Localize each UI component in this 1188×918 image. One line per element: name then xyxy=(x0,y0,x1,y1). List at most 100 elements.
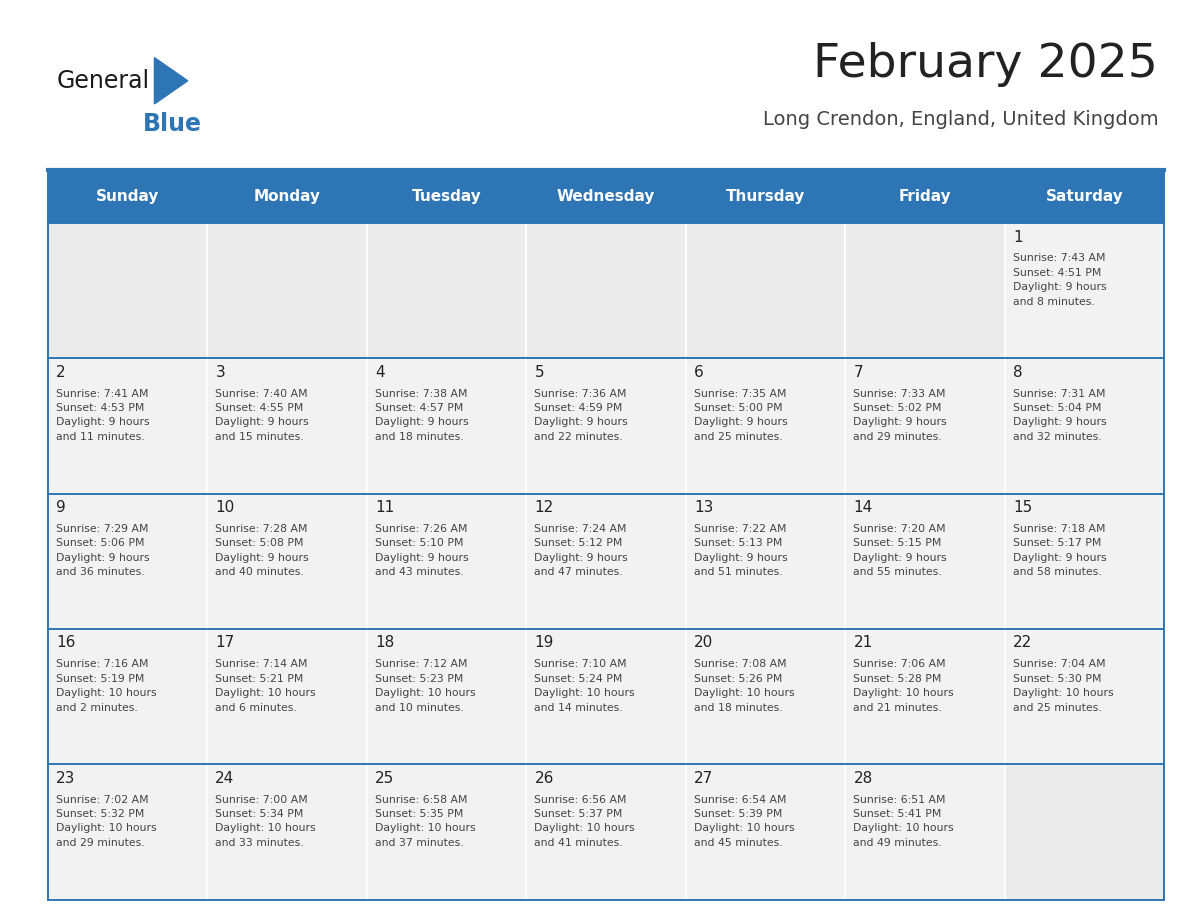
Bar xyxy=(685,765,845,900)
Text: 17: 17 xyxy=(215,635,234,651)
Text: General: General xyxy=(57,69,150,93)
Text: Sunrise: 7:26 AM
Sunset: 5:10 PM
Daylight: 9 hours
and 43 minutes.: Sunrise: 7:26 AM Sunset: 5:10 PM Dayligh… xyxy=(375,524,468,577)
Text: Friday: Friday xyxy=(898,189,952,204)
Text: Sunrise: 7:36 AM
Sunset: 4:59 PM
Daylight: 9 hours
and 22 minutes.: Sunrise: 7:36 AM Sunset: 4:59 PM Dayligh… xyxy=(535,388,628,442)
Text: 19: 19 xyxy=(535,635,554,651)
Text: 12: 12 xyxy=(535,500,554,515)
Text: 10: 10 xyxy=(215,500,234,515)
Text: Sunrise: 7:29 AM
Sunset: 5:06 PM
Daylight: 9 hours
and 36 minutes.: Sunrise: 7:29 AM Sunset: 5:06 PM Dayligh… xyxy=(56,524,150,577)
Text: 4: 4 xyxy=(375,364,385,380)
Text: Sunrise: 7:33 AM
Sunset: 5:02 PM
Daylight: 9 hours
and 29 minutes.: Sunrise: 7:33 AM Sunset: 5:02 PM Dayligh… xyxy=(853,388,947,442)
Bar xyxy=(1005,765,1164,900)
Text: Sunrise: 7:16 AM
Sunset: 5:19 PM
Daylight: 10 hours
and 2 minutes.: Sunrise: 7:16 AM Sunset: 5:19 PM Dayligh… xyxy=(56,659,157,712)
Bar xyxy=(367,494,526,629)
Bar xyxy=(207,494,367,629)
Bar xyxy=(1005,170,1164,223)
Text: Sunrise: 7:20 AM
Sunset: 5:15 PM
Daylight: 9 hours
and 55 minutes.: Sunrise: 7:20 AM Sunset: 5:15 PM Dayligh… xyxy=(853,524,947,577)
Text: 24: 24 xyxy=(215,771,234,786)
Bar xyxy=(1005,223,1164,358)
Text: 23: 23 xyxy=(56,771,75,786)
Bar xyxy=(207,170,367,223)
Bar xyxy=(48,494,207,629)
Bar xyxy=(1005,494,1164,629)
Text: Sunrise: 7:06 AM
Sunset: 5:28 PM
Daylight: 10 hours
and 21 minutes.: Sunrise: 7:06 AM Sunset: 5:28 PM Dayligh… xyxy=(853,659,954,712)
Text: 26: 26 xyxy=(535,771,554,786)
Bar xyxy=(207,629,367,765)
Text: Sunrise: 7:24 AM
Sunset: 5:12 PM
Daylight: 9 hours
and 47 minutes.: Sunrise: 7:24 AM Sunset: 5:12 PM Dayligh… xyxy=(535,524,628,577)
Bar xyxy=(526,223,685,358)
Bar xyxy=(526,629,685,765)
Bar xyxy=(48,629,207,765)
Text: Sunrise: 7:10 AM
Sunset: 5:24 PM
Daylight: 10 hours
and 14 minutes.: Sunrise: 7:10 AM Sunset: 5:24 PM Dayligh… xyxy=(535,659,636,712)
Bar xyxy=(48,170,207,223)
Text: 22: 22 xyxy=(1013,635,1032,651)
Text: Sunrise: 7:08 AM
Sunset: 5:26 PM
Daylight: 10 hours
and 18 minutes.: Sunrise: 7:08 AM Sunset: 5:26 PM Dayligh… xyxy=(694,659,795,712)
Bar xyxy=(845,629,1005,765)
Bar xyxy=(48,765,207,900)
Text: Sunrise: 7:18 AM
Sunset: 5:17 PM
Daylight: 9 hours
and 58 minutes.: Sunrise: 7:18 AM Sunset: 5:17 PM Dayligh… xyxy=(1013,524,1107,577)
Text: 28: 28 xyxy=(853,771,873,786)
Bar xyxy=(526,170,685,223)
Text: Sunrise: 7:43 AM
Sunset: 4:51 PM
Daylight: 9 hours
and 8 minutes.: Sunrise: 7:43 AM Sunset: 4:51 PM Dayligh… xyxy=(1013,253,1107,307)
Bar xyxy=(367,170,526,223)
Bar xyxy=(367,358,526,494)
Text: 3: 3 xyxy=(215,364,225,380)
Text: Saturday: Saturday xyxy=(1045,189,1124,204)
Bar xyxy=(207,223,367,358)
Text: 18: 18 xyxy=(375,635,394,651)
Bar xyxy=(685,629,845,765)
Bar xyxy=(845,765,1005,900)
Bar xyxy=(207,765,367,900)
Bar xyxy=(526,494,685,629)
Text: Sunrise: 7:00 AM
Sunset: 5:34 PM
Daylight: 10 hours
and 33 minutes.: Sunrise: 7:00 AM Sunset: 5:34 PM Dayligh… xyxy=(215,795,316,848)
Text: Tuesday: Tuesday xyxy=(411,189,481,204)
Polygon shape xyxy=(154,58,188,104)
Text: 20: 20 xyxy=(694,635,713,651)
Text: 13: 13 xyxy=(694,500,713,515)
Text: Sunrise: 6:56 AM
Sunset: 5:37 PM
Daylight: 10 hours
and 41 minutes.: Sunrise: 6:56 AM Sunset: 5:37 PM Dayligh… xyxy=(535,795,636,848)
Text: 2: 2 xyxy=(56,364,65,380)
Bar xyxy=(845,494,1005,629)
Bar xyxy=(367,223,526,358)
Text: Sunrise: 6:51 AM
Sunset: 5:41 PM
Daylight: 10 hours
and 49 minutes.: Sunrise: 6:51 AM Sunset: 5:41 PM Dayligh… xyxy=(853,795,954,848)
Bar xyxy=(845,170,1005,223)
Text: 6: 6 xyxy=(694,364,703,380)
Text: Sunrise: 6:58 AM
Sunset: 5:35 PM
Daylight: 10 hours
and 37 minutes.: Sunrise: 6:58 AM Sunset: 5:35 PM Dayligh… xyxy=(375,795,475,848)
Text: Wednesday: Wednesday xyxy=(557,189,655,204)
Bar xyxy=(1005,629,1164,765)
Text: Sunrise: 6:54 AM
Sunset: 5:39 PM
Daylight: 10 hours
and 45 minutes.: Sunrise: 6:54 AM Sunset: 5:39 PM Dayligh… xyxy=(694,795,795,848)
Bar xyxy=(48,223,207,358)
Text: 16: 16 xyxy=(56,635,75,651)
Text: Sunrise: 7:31 AM
Sunset: 5:04 PM
Daylight: 9 hours
and 32 minutes.: Sunrise: 7:31 AM Sunset: 5:04 PM Dayligh… xyxy=(1013,388,1107,442)
Bar xyxy=(845,358,1005,494)
Text: Sunrise: 7:40 AM
Sunset: 4:55 PM
Daylight: 9 hours
and 15 minutes.: Sunrise: 7:40 AM Sunset: 4:55 PM Dayligh… xyxy=(215,388,309,442)
Text: Sunday: Sunday xyxy=(95,189,159,204)
Bar xyxy=(48,358,207,494)
Text: 9: 9 xyxy=(56,500,65,515)
Text: Long Crendon, England, United Kingdom: Long Crendon, England, United Kingdom xyxy=(763,110,1158,129)
Text: 27: 27 xyxy=(694,771,713,786)
Text: Blue: Blue xyxy=(143,112,202,136)
Text: Sunrise: 7:41 AM
Sunset: 4:53 PM
Daylight: 9 hours
and 11 minutes.: Sunrise: 7:41 AM Sunset: 4:53 PM Dayligh… xyxy=(56,388,150,442)
Text: 15: 15 xyxy=(1013,500,1032,515)
Bar xyxy=(367,629,526,765)
Text: 25: 25 xyxy=(375,771,394,786)
Text: Sunrise: 7:38 AM
Sunset: 4:57 PM
Daylight: 9 hours
and 18 minutes.: Sunrise: 7:38 AM Sunset: 4:57 PM Dayligh… xyxy=(375,388,468,442)
Text: 8: 8 xyxy=(1013,364,1023,380)
Bar xyxy=(526,765,685,900)
Bar xyxy=(207,358,367,494)
Text: 1: 1 xyxy=(1013,230,1023,244)
Text: 14: 14 xyxy=(853,500,873,515)
Text: Sunrise: 7:02 AM
Sunset: 5:32 PM
Daylight: 10 hours
and 29 minutes.: Sunrise: 7:02 AM Sunset: 5:32 PM Dayligh… xyxy=(56,795,157,848)
Text: Sunrise: 7:04 AM
Sunset: 5:30 PM
Daylight: 10 hours
and 25 minutes.: Sunrise: 7:04 AM Sunset: 5:30 PM Dayligh… xyxy=(1013,659,1113,712)
Bar xyxy=(1005,358,1164,494)
Bar xyxy=(685,494,845,629)
Bar xyxy=(845,223,1005,358)
Bar xyxy=(367,765,526,900)
Text: Sunrise: 7:35 AM
Sunset: 5:00 PM
Daylight: 9 hours
and 25 minutes.: Sunrise: 7:35 AM Sunset: 5:00 PM Dayligh… xyxy=(694,388,788,442)
Text: Sunrise: 7:28 AM
Sunset: 5:08 PM
Daylight: 9 hours
and 40 minutes.: Sunrise: 7:28 AM Sunset: 5:08 PM Dayligh… xyxy=(215,524,309,577)
Text: 11: 11 xyxy=(375,500,394,515)
Text: Sunrise: 7:14 AM
Sunset: 5:21 PM
Daylight: 10 hours
and 6 minutes.: Sunrise: 7:14 AM Sunset: 5:21 PM Dayligh… xyxy=(215,659,316,712)
Text: February 2025: February 2025 xyxy=(814,41,1158,87)
Bar xyxy=(685,170,845,223)
